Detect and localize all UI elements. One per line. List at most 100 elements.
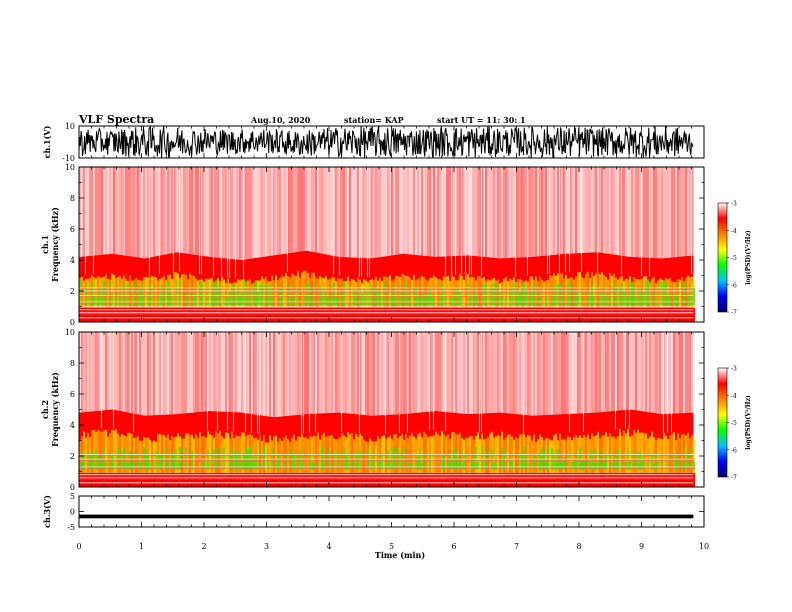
green-band xyxy=(483,284,485,305)
sferic-spike xyxy=(179,167,180,272)
noise-stripe xyxy=(573,167,575,254)
low-freq-band xyxy=(579,308,581,322)
noise-stripe xyxy=(267,167,269,257)
noise-stripe xyxy=(413,167,415,255)
yellow-band xyxy=(241,432,243,474)
low-freq-band xyxy=(673,308,675,322)
yellow-band xyxy=(319,439,321,474)
sferic-spike xyxy=(615,332,616,430)
yellow-band xyxy=(197,280,199,309)
green-band xyxy=(657,460,659,470)
noise-stripe xyxy=(531,332,533,416)
noise-stripe xyxy=(211,332,213,412)
yellow-band xyxy=(583,434,585,474)
noise-stripe xyxy=(111,332,113,410)
low-freq-band xyxy=(651,308,653,322)
low-freq-band xyxy=(251,473,253,487)
green-band xyxy=(525,456,527,470)
green-band xyxy=(673,292,675,305)
yellow-band xyxy=(111,429,113,474)
low-freq-band xyxy=(663,473,665,487)
low-freq-band xyxy=(249,473,251,487)
low-freq-band xyxy=(257,473,259,487)
yellow-band xyxy=(601,272,603,309)
noise-stripe xyxy=(431,167,433,257)
yellow-band xyxy=(131,280,133,309)
yellow-band xyxy=(549,439,551,474)
noise-stripe xyxy=(319,332,321,414)
yellow-band xyxy=(463,279,465,309)
green-band xyxy=(127,461,129,470)
low-freq-band xyxy=(89,308,91,322)
low-freq-band xyxy=(653,308,655,322)
noise-stripe xyxy=(163,167,165,255)
sferic-spike xyxy=(547,167,548,275)
low-freq-band xyxy=(431,308,433,322)
green-band xyxy=(505,291,507,305)
yellow-band xyxy=(349,434,351,474)
sferic-spike xyxy=(333,167,334,275)
low-freq-band xyxy=(577,308,579,322)
yellow-band xyxy=(477,432,479,474)
low-freq-band xyxy=(127,473,129,487)
noise-stripe xyxy=(575,167,577,254)
low-freq-band xyxy=(563,473,565,487)
noise-stripe xyxy=(283,167,285,254)
green-band xyxy=(177,458,179,470)
y-tick-label: 2 xyxy=(70,287,75,296)
noise-stripe xyxy=(217,167,219,258)
green-band xyxy=(599,294,601,305)
yellow-band xyxy=(299,277,301,309)
low-freq-band xyxy=(129,308,131,322)
noise-stripe xyxy=(81,167,83,257)
yellow-band xyxy=(83,431,85,474)
low-freq-band xyxy=(155,308,157,322)
low-freq-band xyxy=(611,473,613,487)
green-band xyxy=(121,452,123,470)
sferic-spike xyxy=(465,167,466,275)
yellow-band xyxy=(475,280,477,309)
noise-stripe xyxy=(263,332,265,416)
sferic-spike xyxy=(667,332,668,433)
noise-stripe xyxy=(305,332,307,415)
low-freq-band xyxy=(269,308,271,322)
low-freq-band xyxy=(115,473,117,487)
low-freq-band xyxy=(97,473,99,487)
green-band xyxy=(415,456,417,470)
noise-stripe xyxy=(109,167,111,255)
green-band xyxy=(267,458,269,470)
noise-stripe xyxy=(99,332,101,411)
noise-stripe xyxy=(685,167,687,257)
low-freq-band xyxy=(181,308,183,322)
low-freq-band xyxy=(427,308,429,322)
low-freq-band xyxy=(193,308,195,322)
low-freq-band xyxy=(261,308,263,322)
x-tick-label: 7 xyxy=(514,542,519,551)
low-freq-band xyxy=(235,473,237,487)
low-freq-band xyxy=(245,308,247,322)
low-freq-band xyxy=(659,308,661,322)
noise-stripe xyxy=(355,332,357,415)
noise-stripe xyxy=(361,332,363,415)
y-tick-label: -10 xyxy=(62,154,75,163)
noise-stripe xyxy=(215,332,217,412)
low-freq-band xyxy=(419,473,421,487)
low-freq-band xyxy=(129,473,131,487)
green-band xyxy=(591,451,593,470)
low-freq-band xyxy=(109,308,111,322)
green-band xyxy=(413,285,415,305)
green-band xyxy=(645,281,647,305)
low-freq-band xyxy=(467,473,469,487)
green-band xyxy=(377,287,379,305)
green-band xyxy=(277,454,279,470)
noise-stripe xyxy=(93,332,95,412)
noise-stripe xyxy=(475,332,477,414)
noise-stripe xyxy=(387,332,389,415)
low-freq-band xyxy=(481,308,483,322)
low-freq-band xyxy=(273,473,275,487)
low-freq-band xyxy=(673,473,675,487)
green-band xyxy=(335,296,337,305)
noise-stripe xyxy=(167,332,169,415)
green-band xyxy=(109,280,111,305)
green-band xyxy=(207,449,209,470)
